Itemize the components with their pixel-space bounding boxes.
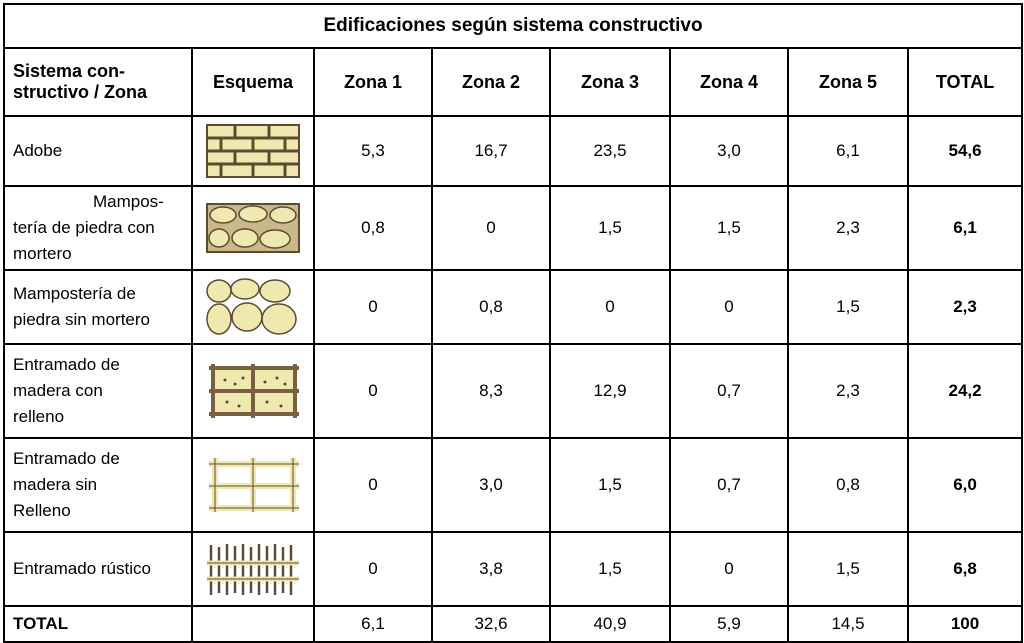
table-title: Edificaciones según sistema constructivo bbox=[2, 3, 1024, 49]
total-zone-3: 40,9 bbox=[549, 605, 671, 643]
timber-frame-open-icon bbox=[193, 456, 313, 514]
zone-3-value: 1,5 bbox=[549, 531, 671, 607]
adobe-brick-icon bbox=[193, 123, 313, 179]
zone-3-value: 1,5 bbox=[549, 437, 671, 533]
header-system: Sistema con- structivo / Zona bbox=[3, 47, 193, 117]
header-system-line-2: structivo / Zona bbox=[13, 82, 148, 102]
row-total: 6,1 bbox=[906, 185, 1024, 271]
header-zone-4: Zona 4 bbox=[669, 47, 789, 117]
header-zone-2: Zona 2 bbox=[431, 47, 551, 117]
zone-5-value: 1,5 bbox=[787, 269, 909, 345]
row-total: 54,6 bbox=[906, 115, 1024, 187]
zone-2-value: 0 bbox=[431, 185, 551, 271]
system-name-line: piedra sin mortero bbox=[13, 310, 151, 329]
total-zone-1: 6,1 bbox=[313, 605, 433, 643]
table-row: Adobe 5,3 16,7 23,5 3,0 6,1 54,6 bbox=[3, 115, 1024, 187]
table-row: Entramado de madera con relleno 0 8,3 12,9 0,… bbox=[3, 343, 1024, 439]
row-total: 2,3 bbox=[906, 269, 1024, 345]
system-name: Entramado de madera sin Relleno bbox=[3, 437, 193, 533]
header-total: TOTAL bbox=[906, 47, 1024, 117]
system-name-line: Entramado de bbox=[13, 449, 120, 468]
zone-1-value: 0 bbox=[313, 437, 433, 533]
system-name-line: Entramado rústico bbox=[13, 559, 151, 578]
system-name: Mampostería de piedra sin mortero bbox=[3, 269, 193, 345]
system-name-line: Adobe bbox=[13, 141, 63, 160]
rustic-frame-icon bbox=[193, 541, 313, 597]
zone-1-value: 5,3 bbox=[313, 115, 433, 187]
zone-5-value: 2,3 bbox=[787, 185, 909, 271]
system-name: Mampos-tería de piedra con mortero bbox=[3, 185, 193, 271]
zone-3-value: 1,5 bbox=[549, 185, 671, 271]
scheme-cell bbox=[191, 115, 315, 187]
total-zone-4: 5,9 bbox=[669, 605, 789, 643]
header-zone-5: Zona 5 bbox=[787, 47, 909, 117]
zone-4-value: 0 bbox=[669, 531, 789, 607]
zone-4-value: 1,5 bbox=[669, 185, 789, 271]
scheme-cell bbox=[191, 185, 315, 271]
system-name-line: madera sin bbox=[13, 475, 98, 494]
table-row: Entramado de madera sin Relleno 0 3,0 1,5 0,7… bbox=[3, 437, 1024, 533]
system-name: Entramado rústico bbox=[3, 531, 193, 607]
header-zone-1: Zona 1 bbox=[313, 47, 433, 117]
stone-with-mortar-icon bbox=[193, 202, 313, 254]
zone-5-value: 2,3 bbox=[787, 343, 909, 439]
system-name-line: relleno bbox=[13, 407, 65, 426]
zone-1-value: 0 bbox=[313, 343, 433, 439]
table-row: Mampostería de piedra sin mortero 0 0,8 0 0 1… bbox=[3, 269, 1024, 345]
zone-2-value: 8,3 bbox=[431, 343, 551, 439]
system-name-line: madera con bbox=[13, 381, 103, 400]
scheme-cell bbox=[191, 531, 315, 607]
row-total: 6,0 bbox=[906, 437, 1024, 533]
zone-1-value: 0 bbox=[313, 531, 433, 607]
system-name-line: mortero bbox=[13, 244, 72, 263]
timber-frame-infill-icon bbox=[193, 362, 313, 420]
system-name-line: Mampostería de bbox=[13, 284, 136, 303]
zone-2-value: 0,8 bbox=[431, 269, 551, 345]
system-name-line: Mampos- bbox=[93, 192, 164, 211]
stone-without-mortar-icon bbox=[193, 277, 313, 337]
zone-5-value: 1,5 bbox=[787, 531, 909, 607]
zone-3-value: 0 bbox=[549, 269, 671, 345]
total-row: TOTAL 6,1 32,6 40,9 5,9 14,5 100 bbox=[3, 605, 1024, 643]
total-row-label: TOTAL bbox=[3, 605, 193, 643]
table-row: Entramado rústico 0 3,8 1,5 0 1,5 6,8 bbox=[3, 531, 1024, 607]
zone-4-value: 0 bbox=[669, 269, 789, 345]
zone-5-value: 0,8 bbox=[787, 437, 909, 533]
system-name: Entramado de madera con relleno bbox=[3, 343, 193, 439]
row-total: 6,8 bbox=[906, 531, 1024, 607]
zone-3-value: 12,9 bbox=[549, 343, 671, 439]
row-total: 24,2 bbox=[906, 343, 1024, 439]
zone-4-value: 0,7 bbox=[669, 437, 789, 533]
header-scheme: Esquema bbox=[191, 47, 315, 117]
zone-5-value: 6,1 bbox=[787, 115, 909, 187]
system-name-line: tería de piedra con bbox=[13, 218, 155, 237]
scheme-cell bbox=[191, 269, 315, 345]
total-zone-2: 32,6 bbox=[431, 605, 551, 643]
zone-4-value: 3,0 bbox=[669, 115, 789, 187]
zone-2-value: 3,8 bbox=[431, 531, 551, 607]
total-row-empty-cell bbox=[191, 605, 315, 643]
zone-1-value: 0,8 bbox=[313, 185, 433, 271]
zone-2-value: 3,0 bbox=[431, 437, 551, 533]
system-name-line: Relleno bbox=[13, 501, 71, 520]
table-row: Mampos-tería de piedra con mortero 0,8 0 1,… bbox=[3, 185, 1024, 271]
scheme-cell bbox=[191, 343, 315, 439]
zone-4-value: 0,7 bbox=[669, 343, 789, 439]
zone-2-value: 16,7 bbox=[431, 115, 551, 187]
scheme-cell bbox=[191, 437, 315, 533]
grand-total: 100 bbox=[906, 605, 1024, 643]
header-system-line-1: Sistema con- bbox=[13, 61, 126, 81]
zone-1-value: 0 bbox=[313, 269, 433, 345]
zone-3-value: 23,5 bbox=[549, 115, 671, 187]
system-name: Adobe bbox=[3, 115, 193, 187]
total-zone-5: 14,5 bbox=[787, 605, 909, 643]
system-name-line: Entramado de bbox=[13, 355, 120, 374]
construction-table: Edificaciones según sistema constructivo… bbox=[2, 3, 1024, 643]
header-zone-3: Zona 3 bbox=[549, 47, 671, 117]
